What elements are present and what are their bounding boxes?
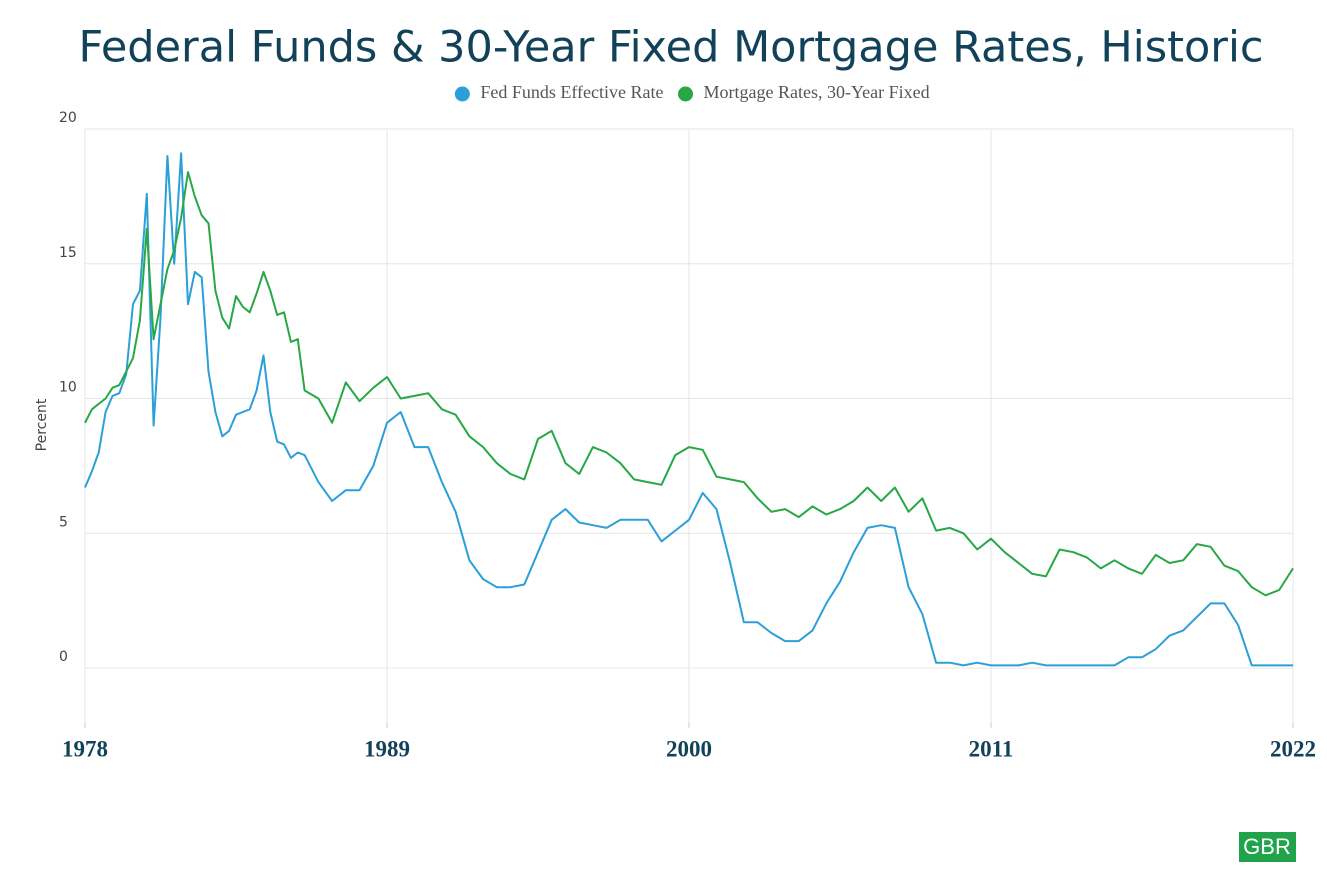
x-tick-label: 2000 [666,736,712,761]
chart-title: Federal Funds & 30-Year Fixed Mortgage R… [78,23,1263,73]
legend-label: Mortgage Rates, 30-Year Fixed [704,82,930,102]
x-tick-label: 1978 [62,736,108,761]
legend-label: Fed Funds Effective Rate [480,82,663,102]
legend-item: Fed Funds Effective Rate [454,82,664,102]
series-line [84,152,1293,667]
y-tick-label: 20 [59,110,77,126]
legend-item: Mortgage Rates, 30-Year Fixed [678,82,930,102]
series-line [84,171,1294,597]
x-tick-label: 2011 [969,736,1014,761]
y-tick-label: 5 [59,514,68,530]
y-tick-label: 10 [59,380,77,396]
y-tick-label: 0 [59,649,68,665]
plot-area [84,152,1294,667]
y-tick-label: 15 [59,245,77,261]
legend: Fed Funds Effective Rate Mortgage Rates, … [454,82,930,102]
y-axis-label: Percent [34,398,50,451]
legend-marker [678,86,693,102]
x-tick-label: 2022 [1270,736,1316,761]
legend-marker [454,86,470,102]
logo: GBR [1243,834,1291,859]
grid [84,128,1294,728]
logo-box [1239,832,1296,862]
x-tick-label: 1989 [364,736,410,761]
